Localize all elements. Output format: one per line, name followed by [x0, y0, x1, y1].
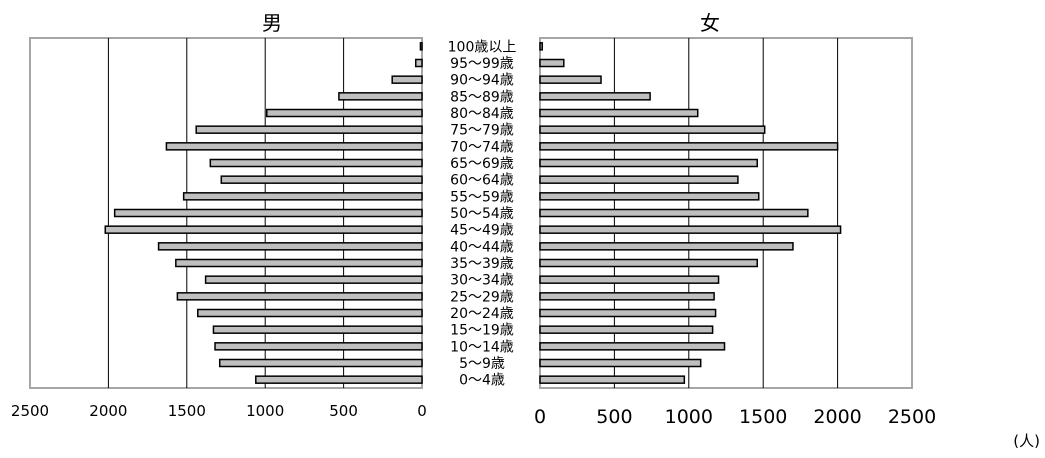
- age-group-label: 75～79歳: [450, 123, 514, 139]
- male-bar: [157, 242, 423, 251]
- male-bar: [175, 258, 423, 268]
- male-bar: [104, 225, 423, 234]
- male-x-tick-label: 2500: [11, 402, 49, 420]
- female-x-tick-label: 0: [534, 406, 546, 428]
- female-bar: [539, 308, 717, 318]
- age-group-label: 95～99歳: [450, 56, 514, 72]
- male-panel: 0 500 1000 1500 2000 2500 男: [11, 11, 427, 420]
- male-x-tick-label: 0: [417, 402, 427, 420]
- age-group-label: 60～64歳: [450, 173, 514, 189]
- male-bar: [182, 192, 423, 201]
- male-bars: [104, 42, 423, 384]
- female-x-tick-label: 2500: [888, 406, 936, 428]
- age-group-label: 65～69歳: [450, 156, 514, 172]
- female-panel-title: 女: [700, 11, 720, 35]
- male-bar: [218, 358, 423, 368]
- female-bar: [539, 358, 702, 368]
- female-x-tick-label: 2000: [813, 406, 861, 428]
- female-bar: [539, 42, 543, 51]
- age-group-label: 0～4歳: [459, 373, 505, 389]
- age-group-labels: 0～4歳5～9歳10～14歳15～19歳20～24歳25～29歳30～34歳35…: [448, 39, 517, 388]
- female-bar: [539, 75, 602, 84]
- age-group-label: 100歳以上: [448, 39, 517, 55]
- male-bar: [414, 58, 423, 68]
- female-x-tick-label: 1000: [665, 406, 713, 428]
- male-bar: [204, 275, 423, 284]
- male-bar: [419, 42, 423, 51]
- female-bar: [539, 225, 842, 234]
- female-x-tick-label: 1500: [739, 406, 787, 428]
- male-bar: [266, 108, 423, 118]
- male-x-tick-label: 1000: [246, 402, 284, 420]
- male-x-tick-label: 500: [329, 402, 358, 420]
- male-bar: [255, 375, 423, 384]
- age-group-label: 55～59歳: [450, 189, 514, 205]
- female-bar: [539, 342, 726, 351]
- male-bar: [212, 325, 423, 334]
- female-bar: [539, 292, 715, 301]
- female-bar: [539, 158, 758, 168]
- female-x-ticks: 0 500 1000 1500 2000 2500: [534, 406, 936, 428]
- age-group-label: 50～54歳: [450, 206, 514, 222]
- age-group-label: 30～34歳: [450, 273, 514, 289]
- age-group-label: 15～19歳: [450, 323, 514, 339]
- age-group-label: 10～14歳: [450, 339, 514, 355]
- male-panel-title: 男: [262, 11, 282, 35]
- male-bar: [209, 158, 423, 168]
- female-bar: [539, 275, 720, 284]
- female-bar: [539, 258, 758, 268]
- female-x-tick-label: 500: [596, 406, 632, 428]
- male-x-ticks: 0 500 1000 1500 2000 2500: [11, 402, 427, 420]
- female-bar: [539, 108, 699, 118]
- male-bar: [338, 92, 423, 101]
- female-bar: [539, 208, 809, 218]
- age-group-label: 85～89歳: [450, 89, 514, 105]
- female-bar: [539, 325, 714, 334]
- male-bar: [197, 308, 423, 318]
- male-x-tick-label: 1500: [168, 402, 206, 420]
- female-bar: [539, 142, 839, 151]
- male-bar: [214, 342, 423, 351]
- male-bar: [220, 175, 423, 184]
- age-group-label: 40～44歳: [450, 239, 514, 255]
- male-x-tick-label: 2000: [89, 402, 127, 420]
- age-group-label: 70～74歳: [450, 139, 514, 155]
- age-group-label: 45～49歳: [450, 223, 514, 239]
- female-panel: 0 500 1000 1500 2000 2500 女: [534, 11, 936, 428]
- female-bars: [539, 42, 842, 384]
- female-bar: [539, 125, 766, 134]
- male-bar: [195, 125, 423, 134]
- age-group-label: 25～29歳: [450, 289, 514, 305]
- female-bar: [539, 58, 565, 68]
- age-group-label: 35～39歳: [450, 256, 514, 272]
- male-bar: [176, 292, 423, 301]
- male-bar: [165, 142, 423, 151]
- female-bar: [539, 375, 686, 384]
- age-group-label: 5～9歳: [459, 356, 505, 372]
- male-bar: [113, 208, 423, 218]
- male-bar: [391, 75, 423, 84]
- unit-label: (人): [1013, 432, 1040, 450]
- female-bar: [539, 175, 739, 184]
- female-bar: [539, 242, 794, 251]
- female-bar: [539, 192, 760, 201]
- female-bar: [539, 92, 651, 101]
- age-group-label: 20～24歳: [450, 306, 514, 322]
- age-group-label: 90～94歳: [450, 73, 514, 89]
- age-group-label: 80～84歳: [450, 106, 514, 122]
